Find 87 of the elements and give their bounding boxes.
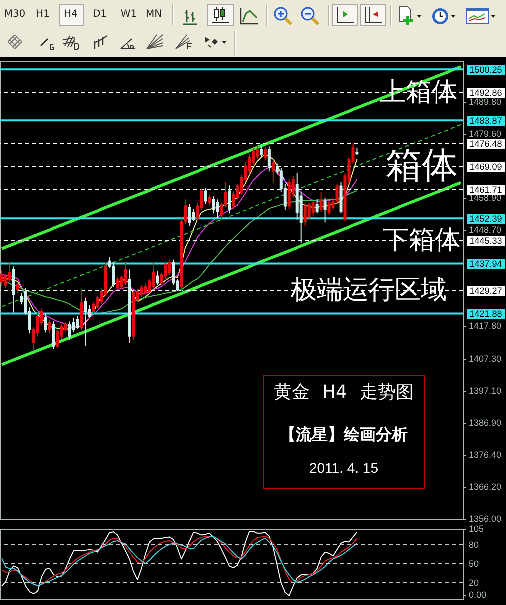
text: W1 xyxy=(120,9,138,21)
candlestick xyxy=(208,194,212,206)
y-tick-label: 0.00 xyxy=(469,590,487,600)
candlestick xyxy=(260,144,263,158)
y-tick-label: 1479.60 xyxy=(469,128,502,139)
candlestick xyxy=(144,283,148,296)
ref-line-label: 1437.94 xyxy=(467,258,505,269)
text: D1 xyxy=(92,9,108,21)
text: H1 xyxy=(36,9,50,21)
y-tick-label: 1458.90 xyxy=(469,193,502,204)
y-tick-label: 1417.80 xyxy=(469,321,502,332)
ref-line-label: 1429.27 xyxy=(467,286,505,296)
line-series xyxy=(0,65,463,250)
ref-line-label: 1421.88 xyxy=(467,308,505,319)
text: MN xyxy=(146,9,162,21)
candlestick xyxy=(324,198,327,224)
y-tick-label: 1366.20 xyxy=(469,482,502,492)
y-tick-label: 1448.70 xyxy=(469,225,502,236)
candlestick xyxy=(92,302,96,314)
y-tick-label: 80 xyxy=(469,540,480,550)
candlestick xyxy=(44,312,48,334)
annotation: 箱体 xyxy=(386,146,458,187)
candlestick xyxy=(216,199,220,219)
ref-line-label: 1492.86 xyxy=(467,88,505,98)
y-tick-label: 1407.30 xyxy=(469,354,502,364)
candlestick xyxy=(336,184,339,205)
ref-line-label: 1500.25 xyxy=(467,64,505,75)
candlestick xyxy=(152,262,156,289)
candlestick xyxy=(140,284,144,298)
candlestick xyxy=(316,199,319,214)
candlestick xyxy=(112,261,116,288)
ref-line-label: 1445.33 xyxy=(467,236,505,246)
candlestick xyxy=(168,260,172,276)
candlestick xyxy=(204,188,208,205)
candlestick xyxy=(84,297,88,347)
candlestick xyxy=(156,270,160,286)
text: M30 xyxy=(4,9,26,21)
candlestick xyxy=(192,208,196,222)
candlestick xyxy=(72,318,76,333)
candlestick xyxy=(48,319,52,334)
candlestick xyxy=(212,196,216,214)
text: 黄金 H4 走势图 xyxy=(272,382,416,403)
text: H4 xyxy=(64,9,78,21)
candlestick xyxy=(172,259,176,286)
candlestick xyxy=(52,320,56,350)
candlestick xyxy=(68,321,72,340)
candlestick xyxy=(328,200,331,216)
y-tick-label: 105 xyxy=(469,524,484,534)
y-tick-label: 50 xyxy=(469,558,480,569)
ref-line-label: 1476.48 xyxy=(467,138,505,149)
candlestick xyxy=(4,274,8,289)
text: 【流星】绘画分析 xyxy=(279,425,409,445)
ref-line-label: 1452.39 xyxy=(467,214,505,224)
line-series xyxy=(1,536,358,586)
candlestick xyxy=(16,282,20,294)
y-tick-label: 1397.10 xyxy=(469,386,502,396)
candlestick xyxy=(0,270,4,286)
candlestick xyxy=(304,202,307,227)
candlestick xyxy=(308,202,311,220)
candlestick xyxy=(124,263,128,286)
line-series xyxy=(1,531,358,596)
y-tick-label: 1376.40 xyxy=(469,450,502,460)
candlestick xyxy=(256,144,259,160)
candlestick xyxy=(264,146,267,162)
candlestick xyxy=(228,185,232,214)
y-tick-label: 1386.90 xyxy=(469,418,502,428)
candlestick xyxy=(288,178,291,210)
candlestick xyxy=(188,204,192,227)
candlestick xyxy=(88,305,92,319)
y-tick-label: 20 xyxy=(469,578,480,588)
line-series xyxy=(0,181,463,366)
annotation: 2011. 4. 15 xyxy=(308,460,380,476)
y-tick-label: 1356.00 xyxy=(469,514,502,524)
candlestick xyxy=(272,160,275,184)
ref-line-label: 1483.87 xyxy=(467,116,505,126)
ref-line-label: 1461.71 xyxy=(467,184,505,195)
candlestick xyxy=(116,277,120,290)
candlestick xyxy=(56,328,60,349)
candlestick xyxy=(268,146,271,172)
y-tick-label: 1489.80 xyxy=(469,97,502,108)
candlestick xyxy=(320,191,323,213)
candlestick xyxy=(164,261,168,280)
candlestick xyxy=(312,200,315,218)
ref-line-label: 1469.09 xyxy=(467,162,505,172)
candlestick xyxy=(76,316,80,330)
candlestick xyxy=(8,262,12,283)
candlestick xyxy=(64,322,68,333)
